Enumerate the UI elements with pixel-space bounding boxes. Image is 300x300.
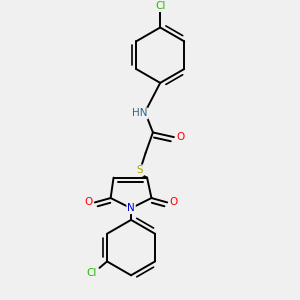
Text: S: S — [136, 165, 143, 175]
Text: O: O — [169, 197, 178, 207]
Text: O: O — [84, 197, 93, 207]
Text: N: N — [127, 203, 135, 213]
Text: O: O — [176, 132, 184, 142]
Text: Cl: Cl — [86, 268, 97, 278]
Text: Cl: Cl — [155, 1, 165, 11]
Text: HN: HN — [132, 109, 148, 118]
